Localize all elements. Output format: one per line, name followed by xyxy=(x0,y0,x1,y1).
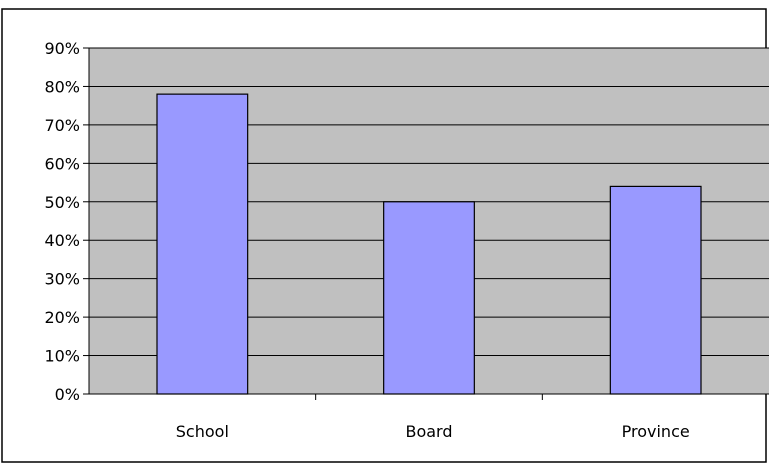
y-tick-label: 50% xyxy=(44,193,80,212)
bar-board xyxy=(383,201,475,395)
x-tick-label: Province xyxy=(622,422,690,441)
x-tick-label: Board xyxy=(405,422,452,441)
y-tick-label: 30% xyxy=(44,270,80,289)
y-tick-label: 40% xyxy=(44,231,80,250)
y-axis: 0% 10% 20% 30% 40% 50% 60% 70% 80% 90% xyxy=(44,39,90,404)
y-tick-label: 90% xyxy=(44,39,80,58)
bar-province xyxy=(609,185,702,395)
x-axis: School Board Province xyxy=(89,393,769,441)
y-tick-label: 20% xyxy=(44,308,80,327)
bars xyxy=(156,93,702,395)
bar-school xyxy=(156,93,249,395)
x-tick-label: School xyxy=(176,422,229,441)
y-tick-label: 10% xyxy=(44,347,80,366)
y-tick-label: 0% xyxy=(55,385,80,404)
y-tick-label: 70% xyxy=(44,116,80,135)
y-tick-label: 60% xyxy=(44,154,80,173)
y-tick-label: 80% xyxy=(44,77,80,96)
